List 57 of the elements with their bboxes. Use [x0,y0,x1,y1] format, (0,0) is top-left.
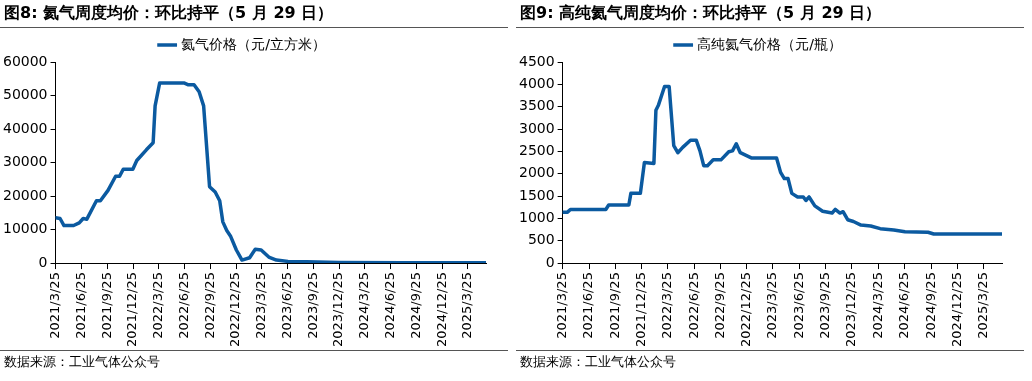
source-note: 数据来源：工业气体公众号 [516,350,1024,371]
y-tick-label: 30000 [2,153,48,170]
y-tick-label: 4000 [518,74,555,91]
x-tick-label: 2023/9/25 [817,272,833,339]
chart-title: 图9: 高纯氦气周度均价：环比持平（5 月 29 日） [516,0,1024,28]
x-tick-label: 2023/3/25 [252,272,268,339]
y-tick-label: 3500 [518,97,555,114]
x-tick-label: 2024/12/25 [948,272,964,348]
y-tick-label: 3000 [518,119,555,136]
x-tick-label: 2022/12/25 [738,272,754,348]
y-tick-label: 50000 [2,86,48,103]
y-tick-label: 2500 [518,142,555,159]
source-note: 数据来源：工业气体公众号 [0,350,508,371]
x-tick-label: 2023/12/25 [330,272,346,348]
x-tick-label: 2021/9/25 [98,272,114,339]
x-tick-label: 2023/12/25 [843,272,859,348]
y-tick-label: 10000 [2,220,48,237]
y-tick-label: 500 [527,231,555,248]
x-tick-label: 2024/12/25 [433,272,449,348]
x-tick-label: 2024/6/25 [382,272,398,339]
x-tick-label: 2025/3/25 [974,272,990,339]
x-tick-label: 2025/3/25 [459,272,475,339]
legend-label: 氦气价格（元/立方米） [181,35,326,52]
x-tick-label: 2023/6/25 [790,272,806,339]
y-tick-label: 1500 [518,186,555,203]
legend-label: 高纯氦气价格（元/瓶） [697,35,842,52]
y-tick-label: 4500 [518,52,555,69]
y-tick-label: 0 [545,253,555,270]
x-tick-label: 2022/3/25 [659,272,675,339]
x-tick-label: 2024/6/25 [896,272,912,339]
y-tick-label: 60000 [2,52,48,69]
x-tick-label: 2022/6/25 [685,272,701,339]
y-tick-label: 1000 [518,209,555,226]
x-tick-label: 2021/3/25 [46,272,62,339]
x-tick-label: 2023/3/25 [764,272,780,339]
x-tick-label: 2022/12/25 [227,272,243,348]
y-tick-label: 2000 [518,164,555,181]
x-tick-label: 2021/6/25 [72,272,88,339]
x-tick-label: 2024/9/25 [407,272,423,339]
y-tick-label: 20000 [2,186,48,203]
x-tick-label: 2021/3/25 [554,272,569,339]
x-tick-label: 2022/3/25 [149,272,165,339]
y-tick-label: 0 [38,253,48,270]
x-tick-label: 2024/3/25 [869,272,885,339]
x-tick-label: 2021/12/25 [124,272,140,348]
y-tick-label: 40000 [2,119,48,136]
x-tick-label: 2022/9/25 [201,272,217,339]
x-tick-label: 2021/12/25 [633,272,649,348]
x-tick-label: 2021/6/25 [580,272,596,339]
chart-title: 图8: 氦气周度均价：环比持平（5 月 29 日） [0,0,508,28]
x-tick-label: 2024/3/25 [356,272,372,339]
x-tick-label: 2021/9/25 [606,272,622,339]
x-tick-label: 2023/6/25 [278,272,294,339]
x-tick-label: 2024/9/25 [922,272,938,339]
x-tick-label: 2022/9/25 [712,272,728,339]
x-tick-label: 2023/9/25 [304,272,320,339]
x-tick-label: 2022/6/25 [175,272,191,339]
